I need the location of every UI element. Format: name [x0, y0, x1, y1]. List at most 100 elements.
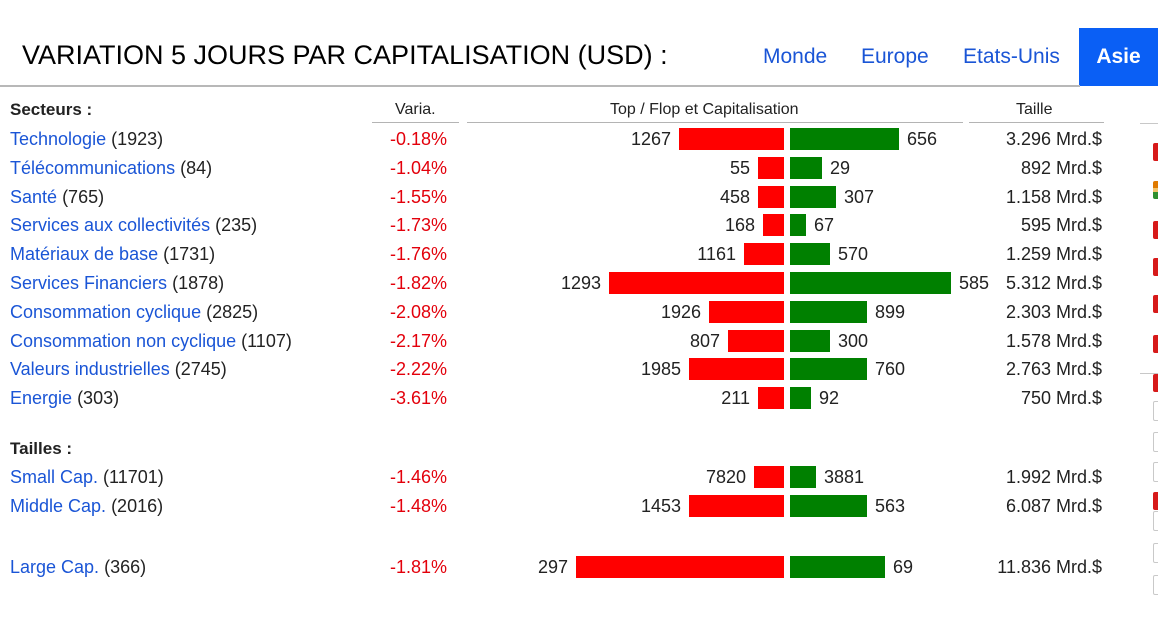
row-count: (235) [215, 215, 258, 235]
row-variation: -2.08% [390, 302, 448, 322]
top-value: 585 [959, 273, 990, 293]
row-name-link[interactable]: Small Cap. [10, 467, 99, 487]
sidebar-square-icon[interactable] [1153, 575, 1158, 595]
flop-value: 1293 [560, 273, 601, 293]
row-name-link[interactable]: Services Financiers [10, 273, 168, 293]
row-variation: -3.61% [390, 388, 448, 408]
row-name-link[interactable]: Technologie [10, 129, 107, 149]
tab-europe[interactable]: Europe [861, 45, 929, 68]
flop-bar [754, 466, 784, 488]
top-bar [790, 495, 867, 517]
flop-bar [576, 556, 784, 578]
row-size: 1.259 Mrd.$ [1005, 244, 1102, 264]
flop-bar [763, 214, 784, 236]
sidebar-square-icon[interactable] [1153, 221, 1158, 239]
flop-value: 1985 [640, 359, 681, 379]
table-row: Matériaux de base (1731) -1.76% 1161 570 1.2… [0, 240, 1130, 268]
row-name-link[interactable]: Consommation non cyclique [10, 331, 237, 351]
table-row: Valeurs industrielles (2745) -2.22% 1985 76… [0, 355, 1130, 383]
row-variation: -1.81% [390, 557, 448, 577]
sizes-heading: Tailles : [10, 439, 73, 458]
row-name-link[interactable]: Matériaux de base [10, 244, 159, 264]
top-bar [790, 466, 816, 488]
taille-header-underline [969, 122, 1104, 123]
tab-etats-unis[interactable]: Etats-Unis [963, 45, 1060, 68]
top-value: 92 [819, 388, 840, 408]
top-value: 3881 [824, 467, 865, 487]
sidebar-square-icon[interactable] [1153, 374, 1158, 392]
sidebar-square-icon[interactable] [1153, 335, 1158, 353]
row-name-link[interactable]: Valeurs industrielles [10, 359, 170, 379]
table-row: Large Cap. (366) -1.81% 297 69 11.836 Mrd.$ [0, 553, 1130, 581]
sidebar-square-icon[interactable] [1153, 462, 1158, 482]
sidebar-square-icon[interactable] [1153, 401, 1158, 421]
row-name-link[interactable]: Télécommunications [10, 158, 176, 178]
row-count: (765) [62, 187, 105, 207]
flop-bar [689, 495, 784, 517]
top-value: 307 [844, 187, 875, 207]
header-divider [0, 85, 1080, 87]
sidebar-square-icon[interactable] [1153, 181, 1158, 199]
top-bar [790, 301, 867, 323]
row-count: (1878) [172, 273, 225, 293]
tab-asie[interactable]: Asie [1079, 28, 1158, 86]
row-label: Matériaux de base (1731) [10, 240, 215, 268]
sidebar-square-icon[interactable] [1153, 492, 1158, 510]
page-title: VARIATION 5 JOURS PAR CAPITALISATION (US… [22, 40, 668, 70]
row-count: (2745) [174, 359, 227, 379]
top-bar [790, 387, 811, 409]
top-value: 563 [875, 496, 906, 516]
row-label: Middle Cap. (2016) [10, 492, 163, 520]
row-label: Consommation non cyclique (1107) [10, 327, 292, 355]
sidebar-square-icon[interactable] [1153, 295, 1158, 313]
top-value: 300 [838, 331, 869, 351]
row-label: Energie (303) [10, 384, 119, 412]
row-label: Télécommunications (84) [10, 154, 212, 182]
sidebar-square-icon[interactable] [1153, 143, 1158, 161]
table-row: Small Cap. (11701) -1.46% 7820 3881 1.992 Mr… [0, 463, 1130, 491]
row-size: 892 Mrd.$ [1020, 158, 1102, 178]
header: VARIATION 5 JOURS PAR CAPITALISATION (US… [0, 28, 1158, 86]
sidebar-square-icon[interactable] [1153, 432, 1158, 452]
top-bar [790, 157, 822, 179]
sectors-heading: Secteurs : [10, 100, 93, 119]
flop-value: 458 [719, 187, 750, 207]
row-name-link[interactable]: Santé [10, 187, 58, 207]
row-name-link[interactable]: Consommation cyclique [10, 302, 202, 322]
top-value: 760 [875, 359, 906, 379]
row-name-link[interactable]: Middle Cap. [10, 496, 107, 516]
flop-bar [728, 330, 784, 352]
row-name-link[interactable]: Energie [10, 388, 73, 408]
taille-column-header: Taille [1016, 101, 1053, 118]
row-label: Valeurs industrielles (2745) [10, 355, 227, 383]
flop-bar [744, 243, 784, 265]
row-count: (2016) [111, 496, 164, 516]
flop-value: 55 [729, 158, 750, 178]
row-count: (84) [180, 158, 213, 178]
top-bar [790, 330, 830, 352]
flop-value: 1161 [697, 244, 736, 264]
top-bar [790, 128, 899, 150]
row-size: 1.158 Mrd.$ [1005, 187, 1102, 207]
sidebar-square-icon[interactable] [1153, 543, 1158, 563]
top-bar [790, 243, 830, 265]
row-variation: -1.73% [390, 215, 448, 235]
table-row: Energie (303) -3.61% 211 92 750 Mrd.$ [0, 384, 1130, 412]
sidebar-square-icon[interactable] [1153, 258, 1158, 276]
row-label: Santé (765) [10, 183, 104, 211]
row-name-link[interactable]: Large Cap. [10, 557, 100, 577]
tab-monde[interactable]: Monde [763, 45, 828, 68]
row-variation: -2.17% [390, 331, 448, 351]
topflop-column-header: Top / Flop et Capitalisation [610, 101, 799, 118]
top-value: 570 [838, 244, 869, 264]
row-count: (1731) [163, 244, 216, 264]
row-size: 5.312 Mrd.$ [1005, 273, 1102, 293]
row-name-link[interactable]: Services aux collectivités [10, 215, 211, 235]
row-count: (11701) [103, 467, 164, 487]
row-variation: -1.46% [390, 467, 448, 487]
flop-value: 1926 [660, 302, 701, 322]
row-size: 2.303 Mrd.$ [1005, 302, 1102, 322]
sidebar-square-icon[interactable] [1153, 511, 1158, 531]
row-size: 2.763 Mrd.$ [1005, 359, 1102, 379]
table-row: Services Financiers (1878) -1.82% 1293 585 5… [0, 269, 1130, 297]
